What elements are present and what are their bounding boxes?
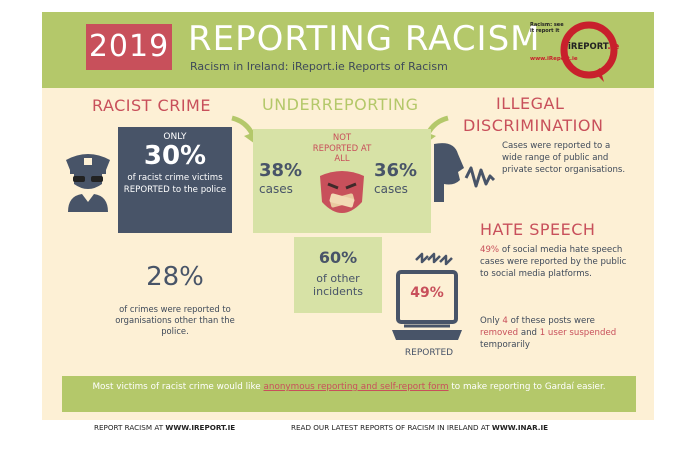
laptop-icon: [392, 252, 462, 340]
page-subtitle: Racism in Ireland: iReport.ie Reports of…: [190, 60, 448, 73]
other-incidents-box: [294, 237, 382, 313]
stat-30-description: of racist crime victims REPORTED to the …: [123, 173, 227, 195]
stat-60-label: of other incidents: [313, 272, 363, 298]
removed-count: 4: [502, 316, 508, 326]
laptop-percent: 49%: [410, 285, 444, 301]
year-badge: 2019: [86, 24, 172, 70]
stat-36-percent: 36%: [374, 160, 418, 181]
inar-url-link[interactable]: WWW.INAR.IE: [491, 423, 549, 432]
only-mid: of these posts were: [510, 316, 595, 326]
hate-speech-description: of social media hate speech cases were r…: [480, 245, 627, 279]
police-report-stat-box: [118, 127, 232, 233]
alarm-lines-icon: [415, 252, 453, 266]
stat-30-percent: 30%: [143, 141, 207, 171]
logo-brand-text: iREPORT: [568, 42, 608, 52]
latest-reports-link: READ OUR LATEST REPORTS OF RACISM IN IRE…: [291, 423, 548, 432]
discrimination-heading: DISCRIMINATION: [463, 116, 604, 135]
racist-crime-heading: RACIST CRIME: [92, 96, 211, 115]
gagged-face-icon: [320, 171, 364, 213]
hate-speech-text: 49% of social media hate speech cases we…: [480, 244, 630, 280]
logo-url: www.iReport.ie: [530, 56, 578, 62]
logo-tagline: Racism: see it report it: [530, 22, 564, 34]
logo-brand-suffix: .ie: [607, 42, 620, 52]
removed-word: removed: [480, 328, 519, 338]
stat-28-percent: 28%: [146, 262, 204, 292]
removal-stat-text: Only 4 of these posts were removed and 1…: [480, 315, 630, 351]
only-prefix: Only: [480, 316, 500, 326]
link2-prefix: READ OUR LATEST REPORTS OF RACISM IN IRE…: [291, 423, 490, 432]
footer-highlight: anonymous reporting and self-report form: [263, 382, 449, 392]
link1-prefix: REPORT RACISM AT: [94, 423, 164, 432]
illegal-heading: ILLEGAL: [496, 94, 565, 113]
footer-callout: [62, 376, 636, 412]
laptop-reported-label: REPORTED: [404, 348, 454, 358]
stat-36-label: cases: [374, 182, 408, 196]
temporarily-word: temporarily: [480, 340, 530, 350]
stat-only-label: ONLY: [163, 132, 187, 142]
ireport-logo: Racism: see it report it www.iReport.ie …: [528, 20, 624, 84]
page-title: REPORTING RACISM: [188, 19, 541, 59]
shouting-head-icon: [434, 143, 496, 202]
not-reported-label: NOT REPORTED AT ALL: [312, 133, 372, 164]
stat-38-percent: 38%: [259, 160, 303, 181]
footer-text-after: to make reporting to Gardaí easier.: [451, 382, 606, 392]
hate-speech-percent: 49%: [480, 245, 500, 255]
stat-28-description: of crimes were reported to organisations…: [115, 304, 235, 336]
suspended-text: 1 user suspended: [539, 328, 617, 338]
stat-60-percent: 60%: [318, 248, 358, 267]
ireport-url-link[interactable]: WWW.IREPORT.IE: [165, 423, 236, 432]
and-word: and: [520, 328, 537, 338]
logo-ring-icon: [560, 21, 618, 82]
police-officer-icon: [66, 154, 110, 212]
footer-callout-text: Most victims of racist crime would like …: [68, 381, 630, 394]
hate-speech-heading: HATE SPEECH: [480, 220, 596, 239]
illegal-discrimination-text: Cases were reported to a wide range of p…: [502, 141, 626, 175]
footer-text-before: Most victims of racist crime would like: [92, 382, 261, 392]
stat-38-label: cases: [259, 182, 293, 196]
logo-brand: iREPORT.ie: [568, 42, 619, 52]
report-racism-link: REPORT RACISM AT WWW.IREPORT.IE: [94, 423, 235, 432]
underreporting-heading: UNDERREPORTING: [262, 95, 419, 114]
